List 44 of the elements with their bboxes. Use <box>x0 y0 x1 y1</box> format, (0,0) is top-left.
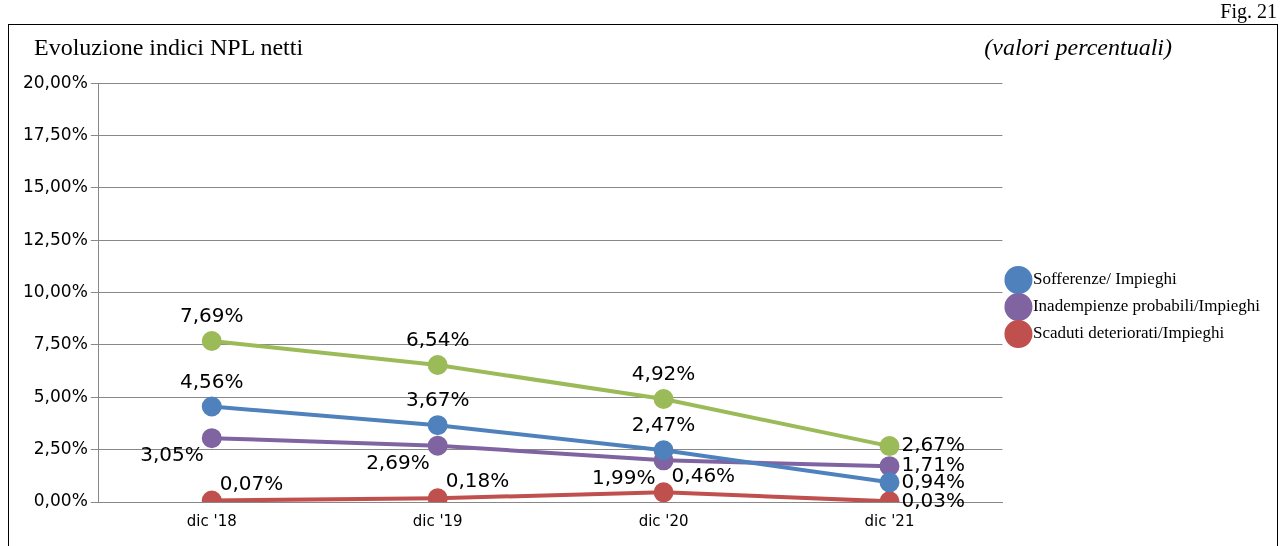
data-label: 3,05% <box>140 442 204 467</box>
point <box>427 415 448 436</box>
y-tick-label: 0,00% <box>33 490 88 511</box>
point <box>653 482 674 502</box>
data-label: 2,69% <box>366 449 430 474</box>
point <box>201 330 222 351</box>
x-tick-label: dic '20 <box>638 511 689 530</box>
data-label: 2,47% <box>631 412 696 437</box>
point <box>653 440 674 461</box>
y-tick-label: 15,00% <box>22 176 88 197</box>
text: (valori percentuali) <box>984 34 1172 61</box>
data-label: 0,18% <box>445 468 510 493</box>
y-tick-label: 12,50% <box>22 228 88 249</box>
x-tick-label: dic '19 <box>412 511 463 530</box>
point <box>879 436 900 457</box>
legend-label: Scaduti deteriorati/Impieghi <box>1032 323 1225 343</box>
data-label: 7,69% <box>180 303 244 328</box>
y-tick-label: 20,00% <box>22 71 88 92</box>
data-label: 6,54% <box>405 327 470 352</box>
y-tick-label: 7,50% <box>33 333 88 354</box>
chart-title: Evoluzione indici NPL netti <box>34 34 304 61</box>
y-tick-label: 17,50% <box>22 123 88 144</box>
caption: Fig. 21 <box>1220 0 1277 23</box>
x-tick-label: dic '21 <box>864 511 915 530</box>
data-label: 2,67% <box>901 432 966 457</box>
x-tick-label: dic '18 <box>186 511 237 530</box>
data-label: 0,07% <box>219 470 284 495</box>
y-tick-label: 5,00% <box>33 385 88 406</box>
point <box>201 396 222 417</box>
y-tick-label: 10,00% <box>22 281 88 302</box>
point <box>427 435 448 456</box>
data-label: 3,67% <box>405 387 470 412</box>
data-label: 0,46% <box>671 462 736 487</box>
data-label: 1,99% <box>592 464 656 489</box>
legend-label: Inadempienze probabili/Impieghi <box>1032 296 1261 316</box>
legend-label: Sofferenze/ Impieghi <box>1032 269 1177 289</box>
data-label: 4,56% <box>180 368 244 393</box>
data-label: 4,92% <box>631 361 696 386</box>
point <box>653 388 674 409</box>
point <box>879 456 900 477</box>
y-tick-label: 2,50% <box>33 438 88 459</box>
point <box>427 355 448 376</box>
point <box>879 472 900 493</box>
point <box>201 428 222 449</box>
